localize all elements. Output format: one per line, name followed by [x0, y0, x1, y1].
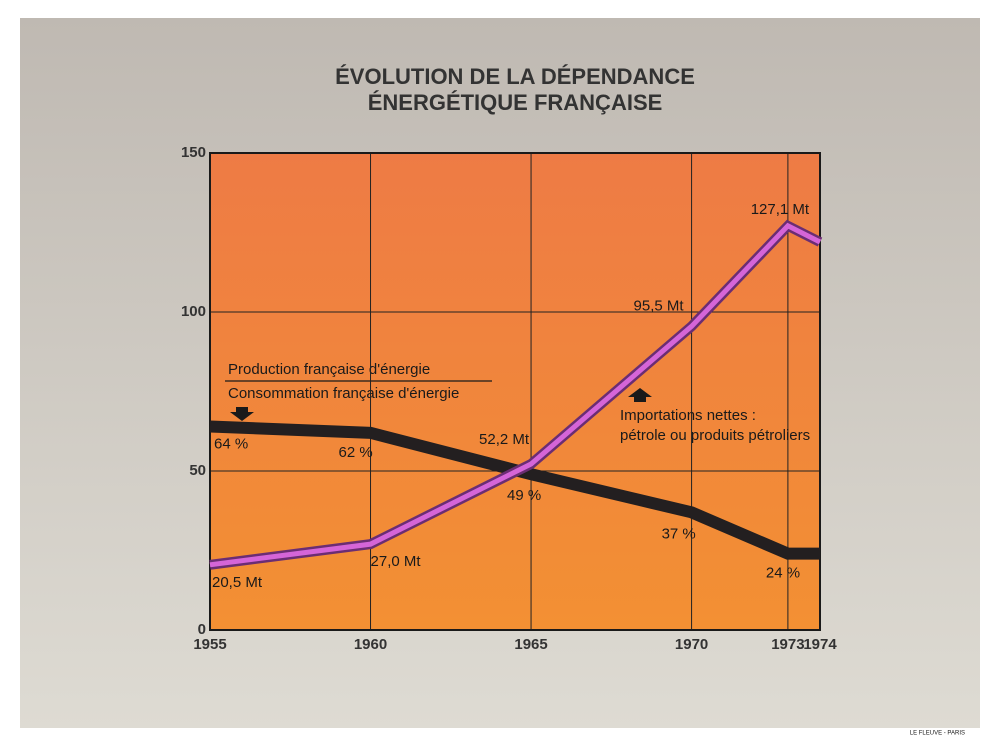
data-label: 49 % — [507, 487, 541, 504]
data-label: 27,0 Mt — [371, 553, 422, 570]
data-label: 62 % — [339, 444, 373, 461]
data-label: 64 % — [214, 435, 248, 452]
arrow-icon — [230, 407, 254, 421]
legend-label: Consommation française d'énergie — [228, 385, 459, 402]
x-tick-label: 1965 — [514, 636, 547, 653]
series-line-core — [209, 222, 822, 568]
y-tick-label: 150 — [181, 144, 206, 161]
x-tick-label: 1970 — [675, 636, 708, 653]
x-tick-label: 1974 — [803, 636, 837, 653]
data-label: 24 % — [766, 565, 800, 582]
data-label: 95,5 Mt — [634, 297, 685, 314]
data-label: 20,5 Mt — [212, 574, 263, 591]
data-label: 127,1 Mt — [751, 201, 810, 218]
x-tick-label: 1955 — [193, 636, 226, 653]
x-tick-label: 1973 — [771, 636, 804, 653]
plot-frame — [209, 152, 821, 631]
x-tick-label: 1960 — [354, 636, 387, 653]
data-label: 37 % — [662, 525, 696, 542]
chart-title: ÉVOLUTION DE LA DÉPENDANCE — [335, 64, 695, 89]
series-line — [209, 420, 820, 560]
y-tick-label: 50 — [189, 462, 206, 479]
y-tick-label: 0 — [198, 621, 206, 638]
legend-label: Importations nettes : — [620, 407, 756, 424]
legend-label: pétrole ou produits pétroliers — [620, 427, 810, 444]
arrow-icon — [628, 388, 652, 402]
y-tick-label: 100 — [181, 303, 206, 320]
credit: LE FLEUVE - PARIS — [910, 731, 965, 737]
legend-label: Production française d'énergie — [228, 361, 430, 378]
data-label: 52,2 Mt — [479, 431, 530, 448]
chart-title: ÉNERGÉTIQUE FRANÇAISE — [368, 90, 663, 115]
